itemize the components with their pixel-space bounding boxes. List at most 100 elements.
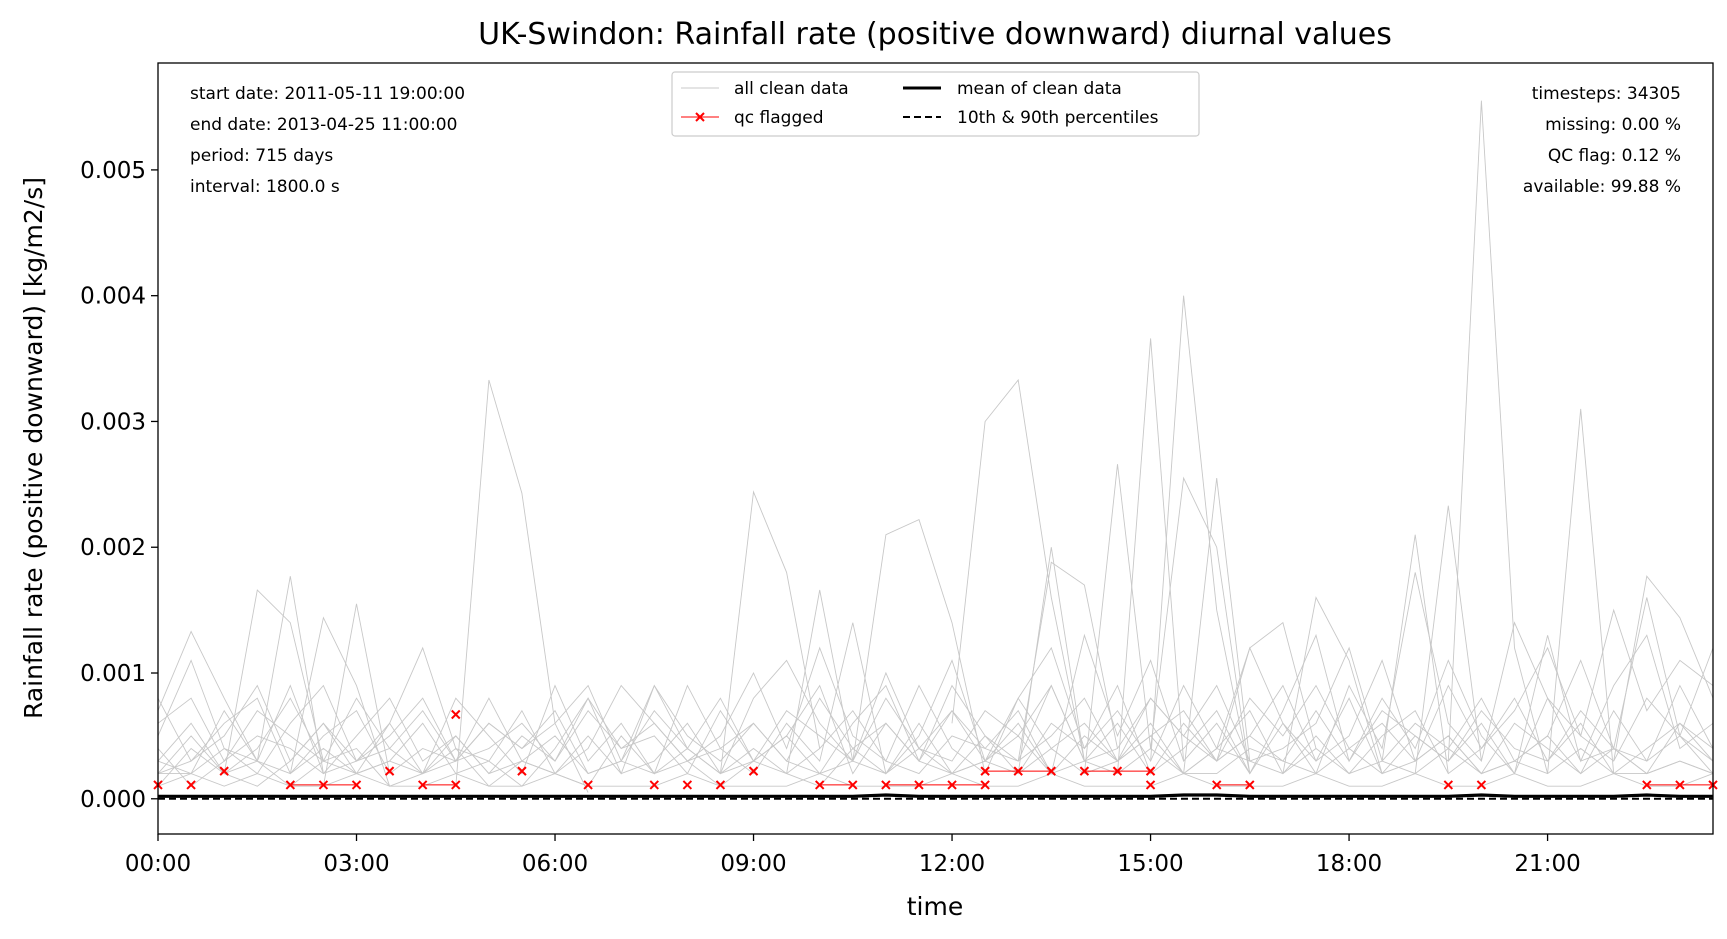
info-timesteps: timesteps: 34305 <box>1532 84 1681 104</box>
qc-marker <box>1013 766 1023 776</box>
clean-data-line <box>157 572 1714 775</box>
qc-marker <box>715 780 726 790</box>
clean-data-line <box>157 646 1714 763</box>
qc-marker <box>417 780 428 790</box>
clean-data-line <box>455 379 589 793</box>
clean-data-line <box>1183 478 1251 774</box>
qc-marker <box>517 766 527 776</box>
qc-marker <box>814 780 825 790</box>
qc-marker <box>1212 780 1222 790</box>
clean-data-layer <box>157 100 1714 793</box>
qc-marker <box>1443 780 1454 790</box>
qc-marker <box>451 780 461 790</box>
x-tick-label: 21:00 <box>1514 851 1580 877</box>
qc-marker <box>1112 766 1123 776</box>
info-available: available: 99.88 % <box>1523 177 1681 197</box>
info-left-block: start date: 2011-05-11 19:00:00 end date… <box>190 84 465 197</box>
qc-marker <box>980 766 990 776</box>
info-start-date: start date: 2011-05-11 19:00:00 <box>190 84 465 104</box>
x-axis-label: time <box>907 892 963 921</box>
clean-data-line <box>1414 505 1482 774</box>
info-right-block: timesteps: 34305 missing: 0.00 % QC flag… <box>1523 84 1681 197</box>
clean-data-line <box>157 697 1714 787</box>
info-period: period: 715 days <box>190 146 333 166</box>
clean-data-line <box>1447 100 1549 774</box>
legend-swatch-qc-marker <box>695 112 705 122</box>
clean-data-line <box>1547 408 1615 774</box>
legend-box <box>671 71 1200 137</box>
clean-data-line <box>1117 338 1185 774</box>
qc-marker <box>1476 780 1487 790</box>
qc-marker <box>980 780 990 790</box>
legend-label-mean: mean of clean data <box>957 79 1122 99</box>
clean-data-line <box>1083 464 1152 774</box>
x-tick-label: 03:00 <box>323 851 389 877</box>
clean-data-line <box>1017 561 1118 762</box>
x-tick-label: 18:00 <box>1316 851 1382 877</box>
qc-marker <box>1046 766 1057 776</box>
qc-marker <box>451 709 461 720</box>
qc-marker <box>748 766 759 776</box>
clean-data-line <box>157 773 1714 787</box>
clean-data-line <box>289 616 391 787</box>
qc-marker <box>947 780 957 790</box>
clean-data-line <box>852 518 986 774</box>
qc-marker <box>1675 780 1685 790</box>
qc-marker <box>649 780 659 790</box>
y-tick-label: 0.002 <box>80 535 146 561</box>
qc-marker <box>384 766 395 776</box>
clean-data-line <box>719 490 821 774</box>
plot-area <box>153 100 1718 800</box>
clean-data-line <box>786 589 854 774</box>
clean-data-line <box>1381 534 1449 774</box>
clean-data-line <box>157 622 1714 775</box>
qc-marker <box>1642 780 1652 790</box>
clean-data-line <box>1613 575 1714 762</box>
legend-label-clean: all clean data <box>734 79 849 99</box>
legend-label-qc: qc flagged <box>734 108 824 128</box>
qc-marker <box>219 766 229 776</box>
clean-data-line <box>157 630 258 762</box>
statistics-layer <box>158 793 1713 800</box>
clean-data-line <box>256 576 324 774</box>
y-tick-label: 0.004 <box>80 284 146 310</box>
y-tick-label: 0.003 <box>80 409 146 435</box>
clean-data-line <box>1150 476 1251 774</box>
qc-marker <box>1245 780 1255 790</box>
plot-frame <box>157 62 1714 835</box>
info-interval: interval: 1800.0 s <box>190 177 340 197</box>
qc-marker <box>1145 780 1156 790</box>
qc-marker <box>351 780 362 790</box>
clean-data-line <box>322 603 391 787</box>
x-tick-label: 09:00 <box>720 851 786 877</box>
qc-marker <box>1079 766 1090 776</box>
info-qc-flag: QC flag: 0.12 % <box>1548 146 1681 166</box>
info-missing: missing: 0.00 % <box>1545 115 1681 135</box>
clean-data-line <box>951 378 1085 762</box>
x-tick-label: 06:00 <box>522 851 588 877</box>
qc-marker <box>285 780 296 790</box>
clean-data-line <box>157 735 1714 775</box>
legend-label-percentile: 10th & 90th percentiles <box>957 108 1159 128</box>
qc-flagged-layer <box>153 709 1718 790</box>
x-tick-label: 15:00 <box>1117 851 1183 877</box>
qc-marker <box>1145 766 1156 776</box>
x-tick-label: 00:00 <box>125 851 191 877</box>
qc-marker <box>881 780 891 790</box>
clean-data-line <box>158 722 1714 787</box>
clean-data-line <box>1216 621 1317 762</box>
y-tick-label: 0.001 <box>80 661 146 687</box>
legend: all clean data qc flagged mean of clean … <box>671 71 1200 137</box>
clean-data-line <box>223 589 324 774</box>
qc-marker <box>848 780 858 790</box>
qc-marker <box>682 780 693 790</box>
clean-data-line <box>1150 295 1251 774</box>
chart-title: UK-Swindon: Rainfall rate (positive down… <box>478 17 1392 52</box>
clean-data-line <box>157 684 1714 775</box>
x-axis: 00:00 03:00 06:00 09:00 12:00 15:00 18:00 21:00 <box>125 834 1581 877</box>
x-tick-label: 12:00 <box>919 851 985 877</box>
y-axis: 0.000 0.001 0.002 0.003 0.004 0.005 <box>80 158 158 813</box>
qc-marker <box>318 780 329 790</box>
info-end-date: end date: 2013-04-25 11:00:00 <box>190 115 457 135</box>
